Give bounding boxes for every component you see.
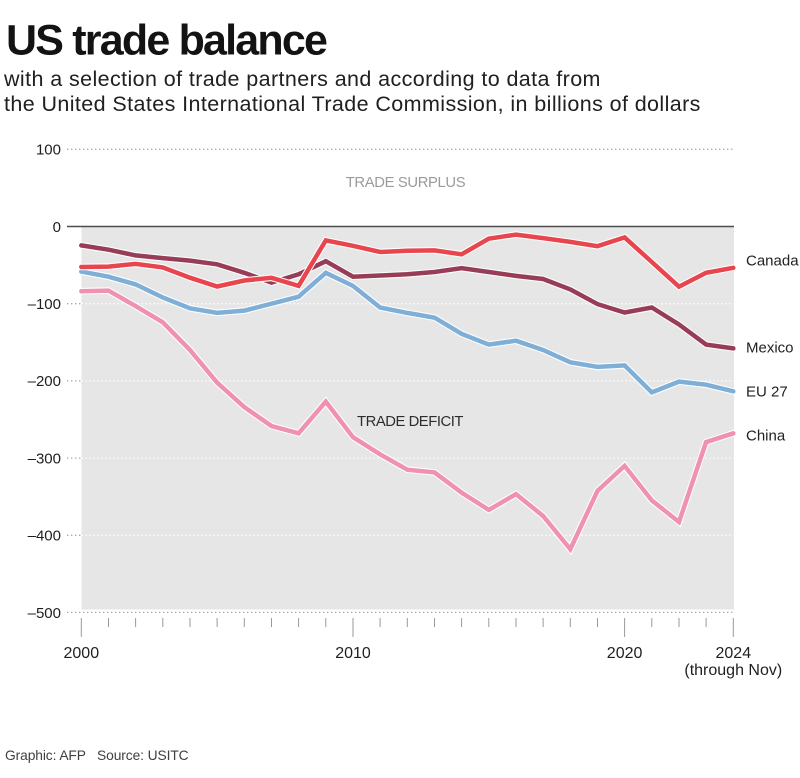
svg-text:–500: –500: [28, 605, 61, 622]
svg-text:EU 27: EU 27: [746, 384, 788, 401]
svg-text:2024: 2024: [716, 645, 752, 662]
svg-text:China: China: [746, 428, 786, 445]
svg-text:TRADE DEFICIT: TRADE DEFICIT: [357, 414, 463, 430]
svg-text:2000: 2000: [64, 645, 100, 662]
svg-text:Graphic: AFP Source: USITC: Graphic: AFP Source: USITC: [5, 748, 189, 763]
svg-text:(through Nov): (through Nov): [684, 662, 782, 679]
svg-text:the United States Internationa: the United States International Trade Co…: [4, 92, 701, 116]
svg-text:–200: –200: [28, 373, 61, 390]
svg-text:0: 0: [53, 219, 61, 236]
svg-text:–100: –100: [28, 296, 61, 313]
svg-text:TRADE SURPLUS: TRADE SURPLUS: [346, 175, 466, 191]
svg-text:with a selection of trade part: with a selection of trade partners and a…: [3, 67, 601, 91]
svg-text:–400: –400: [28, 528, 61, 545]
svg-text:Canada: Canada: [746, 253, 799, 270]
svg-text:Mexico: Mexico: [746, 340, 794, 357]
svg-text:US trade balance: US trade balance: [6, 17, 327, 65]
svg-text:100: 100: [36, 142, 61, 159]
svg-text:2020: 2020: [607, 645, 643, 662]
svg-text:2010: 2010: [335, 645, 371, 662]
svg-text:–300: –300: [28, 450, 61, 467]
